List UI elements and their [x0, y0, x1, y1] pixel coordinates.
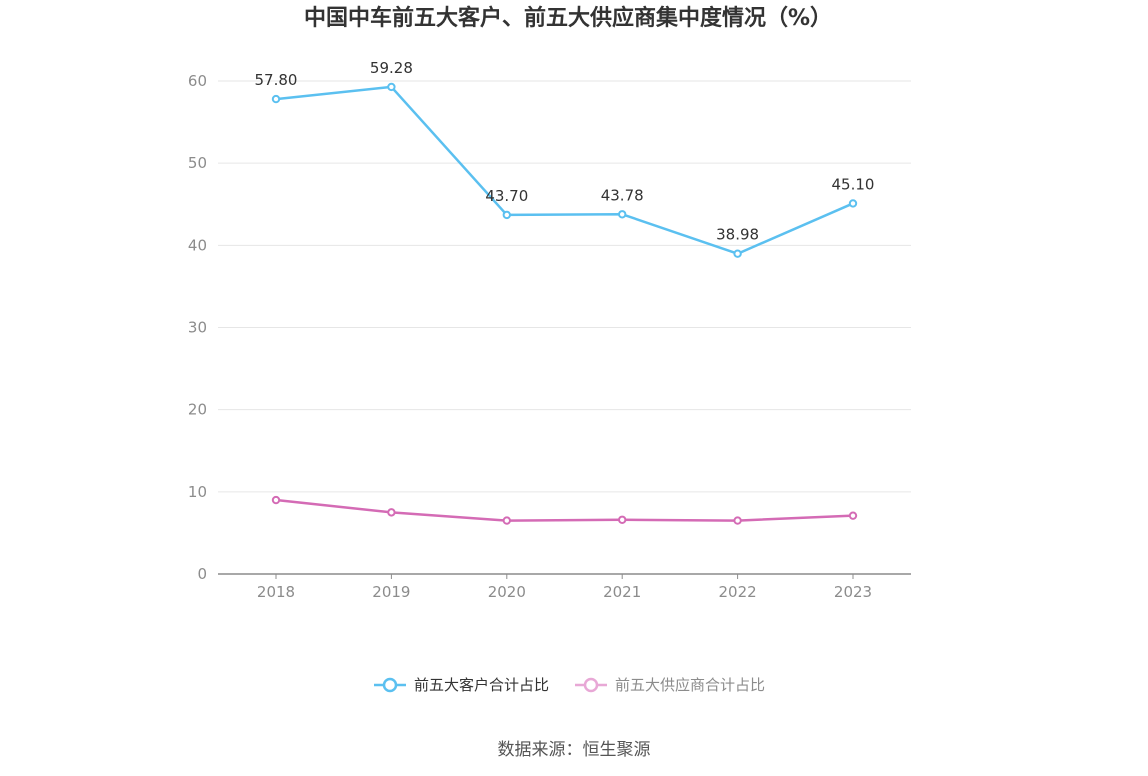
y-tick-label: 50 [188, 154, 207, 172]
x-tick-label: 2019 [372, 583, 410, 601]
data-label: 43.70 [485, 187, 528, 205]
data-point[interactable] [502, 210, 511, 220]
legend-label-suppliers: 前五大供应商合计占比 [615, 676, 765, 694]
y-tick-label: 20 [188, 401, 207, 419]
data-point[interactable] [618, 210, 627, 219]
data-point[interactable] [848, 511, 858, 520]
data-label: 57.80 [255, 71, 298, 89]
chart-title: 中国中车前五大客户、前五大供应商集中度情况（%） [304, 5, 832, 31]
x-tick-label: 2021 [603, 583, 641, 601]
legend-label-customers: 前五大客户合计占比 [414, 676, 549, 694]
y-tick-label: 30 [188, 319, 207, 337]
data-point[interactable] [387, 508, 396, 517]
grid-lines [218, 80, 911, 493]
x-tick-label: 2022 [719, 583, 757, 601]
legend-item-customers[interactable]: 前五大客户合计占比 [374, 676, 549, 694]
legend[interactable]: 前五大客户合计占比 前五大供应商合计占比 [374, 676, 765, 694]
y-tick-label: 0 [197, 565, 207, 583]
data-point[interactable] [271, 495, 281, 505]
y-tick-label: 10 [188, 483, 207, 501]
legend-item-suppliers[interactable]: 前五大供应商合计占比 [575, 676, 765, 694]
y-tick-label: 60 [188, 72, 207, 90]
data-point[interactable] [271, 94, 281, 104]
series-group: 57.80 59.28 43.70 43.78 38.98 45.10 [255, 59, 875, 525]
data-point[interactable] [618, 515, 627, 524]
data-label: 38.98 [716, 226, 759, 244]
legend-marker-customers [382, 677, 398, 693]
data-point[interactable] [502, 516, 511, 525]
x-tick-label: 2018 [257, 583, 295, 601]
x-tick-label: 2023 [834, 583, 872, 601]
data-point[interactable] [733, 516, 742, 525]
series-1 [271, 495, 858, 525]
data-point[interactable] [387, 82, 396, 92]
data-label: 43.78 [601, 186, 644, 204]
data-label: 59.28 [370, 59, 413, 77]
data-label: 45.10 [832, 175, 875, 193]
x-axis-ticks: 2018 2019 2020 2021 2022 2023 [257, 574, 872, 601]
y-tick-label: 40 [188, 236, 207, 254]
series-0: 57.80 59.28 43.70 43.78 38.98 45.10 [255, 59, 875, 258]
x-tick-label: 2020 [488, 583, 526, 601]
data-source: 数据来源：恒生聚源 [498, 740, 651, 760]
series-line [275, 85, 854, 255]
series-line [275, 498, 854, 522]
data-point[interactable] [733, 249, 742, 258]
y-axis-ticks: 0 10 20 30 40 50 60 [188, 72, 207, 583]
legend-marker-suppliers [583, 677, 599, 693]
data-point[interactable] [848, 199, 858, 208]
